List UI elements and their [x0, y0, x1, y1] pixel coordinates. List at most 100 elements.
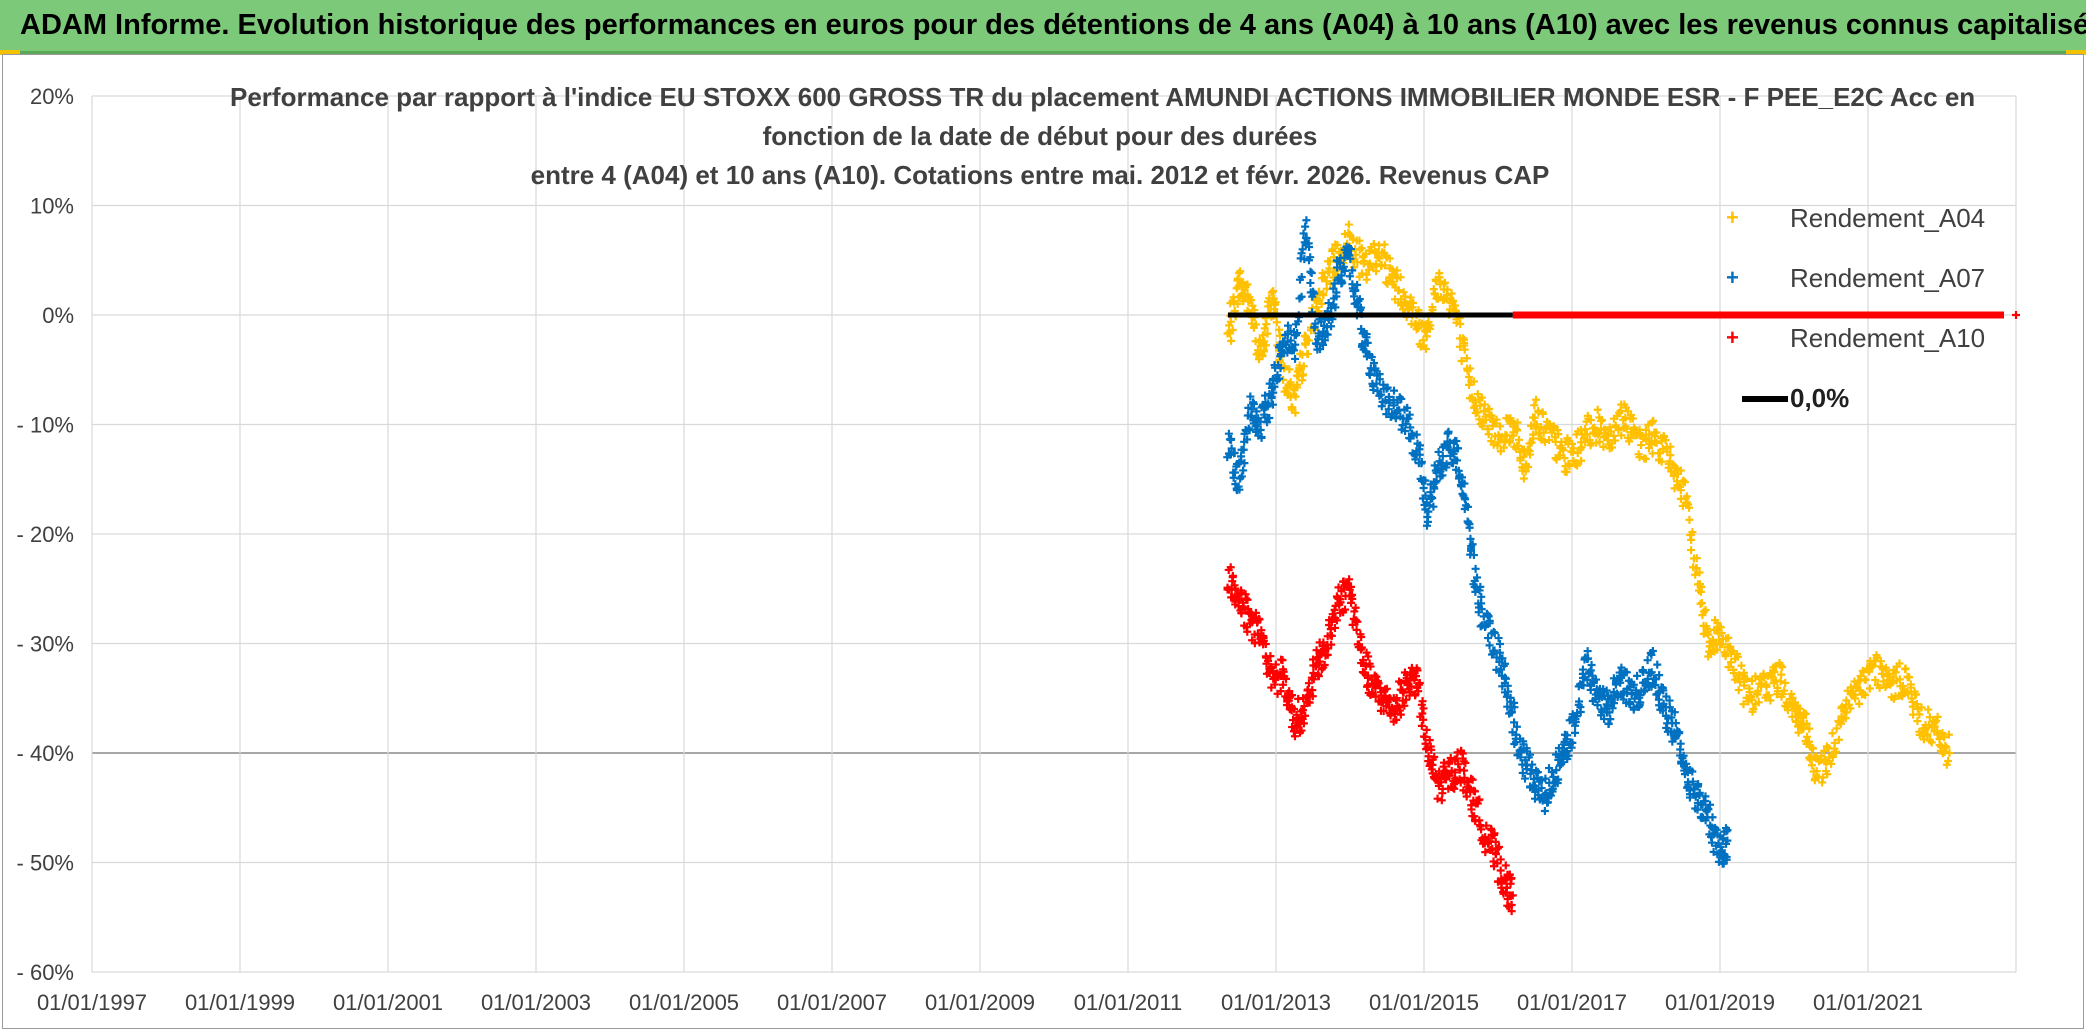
data-point	[1908, 698, 1917, 707]
data-point	[1490, 629, 1499, 638]
data-point	[1290, 732, 1299, 741]
data-point	[1657, 457, 1666, 466]
data-point	[1415, 450, 1424, 459]
data-point	[1396, 710, 1405, 719]
data-point	[1443, 285, 1452, 294]
data-point	[1938, 728, 1947, 737]
data-point	[1449, 296, 1458, 305]
data-point	[1267, 393, 1276, 402]
data-point	[1682, 759, 1691, 768]
x-tick-label: 01/01/2007	[777, 990, 887, 1015]
data-point	[1945, 749, 1954, 757]
data-point	[1304, 679, 1313, 688]
data-point	[1308, 692, 1317, 701]
data-point	[1227, 444, 1236, 453]
data-point	[1694, 780, 1703, 789]
data-point	[1693, 805, 1702, 814]
data-point	[1726, 658, 1735, 667]
data-point	[1291, 408, 1300, 417]
data-point	[1282, 674, 1290, 683]
data-point	[1487, 411, 1496, 420]
x-axis-ticks: 01/01/1997 01/01/1999 01/01/2001 01/01/2003…	[37, 990, 1923, 1015]
data-point	[1697, 598, 1706, 607]
data-point	[1923, 730, 1932, 739]
data-point	[1306, 253, 1315, 262]
data-point	[1541, 774, 1550, 783]
data-point	[1891, 668, 1900, 677]
legend-a07-label: Rendement_A07	[1790, 262, 1986, 293]
data-point	[1406, 423, 1415, 432]
data-point	[1326, 625, 1335, 634]
chart-marks	[1223, 216, 2020, 916]
data-point	[1510, 703, 1519, 712]
data-point	[1246, 392, 1255, 401]
x-tick-label: 01/01/2017	[1517, 990, 1627, 1015]
data-point	[1573, 461, 1582, 470]
data-point	[1676, 739, 1685, 748]
data-point	[1429, 285, 1438, 294]
data-point	[1412, 672, 1421, 681]
data-point	[1587, 660, 1596, 669]
data-point	[1403, 403, 1412, 412]
data-point	[1295, 364, 1304, 373]
data-point	[1251, 608, 1260, 617]
data-point	[1375, 370, 1384, 379]
legend-a10-marker: +	[1726, 325, 1739, 350]
data-point	[1243, 280, 1252, 289]
data-point	[1353, 617, 1362, 626]
x-tick-label: 01/01/2019	[1665, 990, 1775, 1015]
data-point	[1724, 633, 1733, 642]
data-point	[1305, 242, 1314, 251]
data-point	[1495, 648, 1504, 657]
data-point	[1464, 372, 1473, 381]
data-point	[1425, 501, 1434, 510]
data-point	[1286, 336, 1295, 345]
data-point	[1578, 665, 1587, 674]
banner-accent-left	[0, 50, 20, 55]
data-point	[1599, 442, 1608, 451]
data-point	[1357, 632, 1366, 641]
data-point	[1233, 299, 1242, 308]
data-point	[1739, 700, 1748, 709]
data-point	[1688, 777, 1697, 786]
data-point	[1905, 673, 1914, 682]
data-point	[1297, 292, 1306, 301]
data-point	[1279, 680, 1288, 689]
data-point	[1367, 352, 1376, 361]
data-point	[1568, 738, 1577, 747]
data-point	[1453, 456, 1462, 465]
data-point	[1479, 407, 1488, 416]
data-point	[1685, 515, 1694, 524]
data-point	[1327, 640, 1336, 649]
data-point	[1315, 657, 1324, 666]
data-point	[1895, 659, 1904, 668]
data-point	[1604, 719, 1613, 728]
data-point	[1414, 323, 1423, 332]
data-point	[1482, 821, 1491, 830]
data-point	[1605, 708, 1614, 717]
data-point	[1865, 684, 1874, 693]
data-point	[1271, 660, 1280, 669]
data-point	[1728, 647, 1737, 656]
x-tick-label: 01/01/2003	[481, 990, 591, 1015]
data-point	[1382, 384, 1391, 393]
data-point	[1415, 441, 1424, 450]
data-point	[1301, 340, 1310, 349]
data-point	[1436, 778, 1445, 787]
data-point	[1584, 654, 1593, 663]
data-point	[1701, 605, 1710, 614]
data-point	[1626, 699, 1635, 708]
data-point	[1419, 483, 1428, 492]
data-point	[1475, 795, 1484, 804]
data-point	[1422, 332, 1431, 341]
data-point	[1402, 695, 1411, 704]
data-point	[1555, 451, 1564, 460]
data-point	[1466, 364, 1475, 373]
data-point	[1712, 645, 1721, 654]
data-point	[1679, 476, 1688, 485]
data-point	[1898, 690, 1907, 699]
data-point	[1433, 794, 1442, 803]
data-point	[1592, 675, 1601, 684]
data-point	[1383, 383, 1392, 392]
x-tick-label: 01/01/2015	[1369, 990, 1479, 1015]
